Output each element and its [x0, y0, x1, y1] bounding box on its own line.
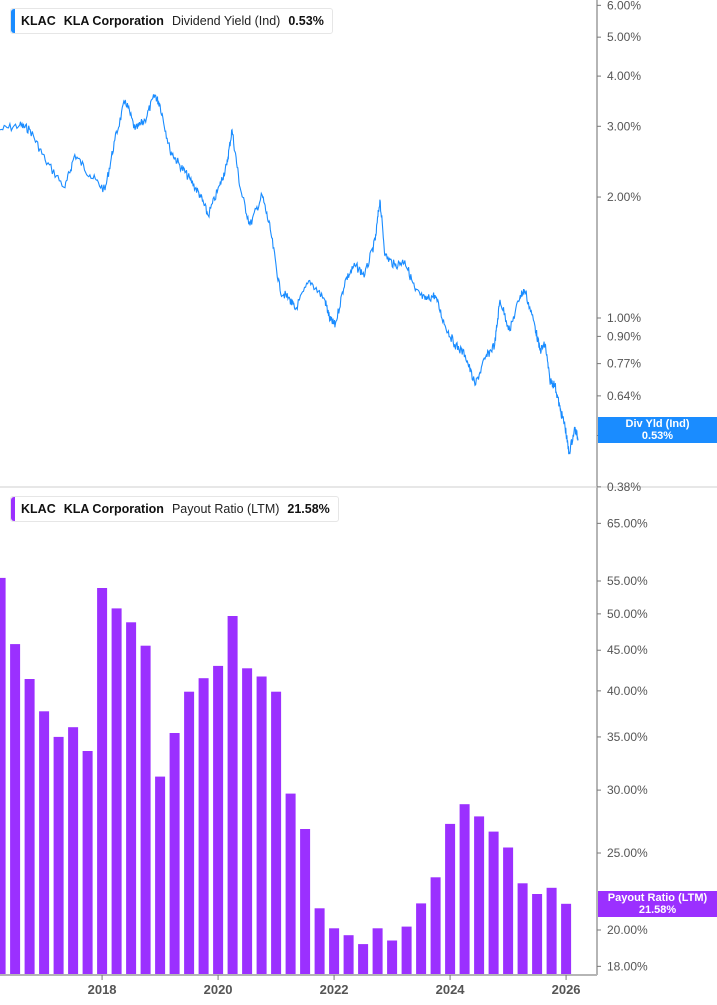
- payout-ratio-bar: [213, 665, 224, 975]
- payout-ratio-bar: [24, 679, 35, 975]
- payout-ratio-bar: [358, 944, 369, 975]
- payout-ratio-bar: [372, 928, 383, 975]
- bottom-legend-value: 21.58%: [287, 502, 330, 516]
- bottom-legend-color-bar: [11, 497, 15, 521]
- payout-ratio-bar: [329, 928, 340, 975]
- payout-ratio-bar: [401, 926, 412, 975]
- payout-ratio-bar: [343, 935, 354, 975]
- payout-ratio-bar: [82, 751, 93, 975]
- payout-ratio-bar: [445, 823, 456, 975]
- payout-ratio-price-badge: Payout Ratio (LTM) 21.58%: [598, 891, 717, 917]
- payout-ratio-bar: [242, 668, 253, 975]
- badge-value: 21.58%: [638, 904, 677, 916]
- payout-ratio-bar: [430, 877, 441, 975]
- x-tick-label: 2018: [88, 982, 117, 997]
- payout-ratio-bar: [488, 831, 499, 975]
- payout-ratio-bar: [126, 622, 137, 975]
- top-y-tick-label: 0.38%: [607, 480, 641, 494]
- payout-ratio-bar: [10, 644, 21, 975]
- bottom-y-tick-label: 40.00%: [607, 684, 648, 698]
- payout-ratio-bar: [300, 829, 311, 975]
- payout-ratio-bar: [39, 711, 50, 975]
- top-legend-color-bar: [11, 9, 15, 33]
- payout-ratio-bar: [140, 645, 151, 975]
- top-legend-value: 0.53%: [288, 14, 324, 28]
- payout-ratio-bar: [532, 894, 543, 975]
- bottom-y-tick-label: 45.00%: [607, 643, 648, 657]
- payout-ratio-bar: [503, 847, 514, 975]
- x-tick-label: 2020: [204, 982, 233, 997]
- payout-ratio-bar: [68, 727, 79, 975]
- payout-ratio-bar: [285, 793, 296, 975]
- bottom-y-tick-label: 55.00%: [607, 574, 648, 588]
- payout-ratio-bar: [387, 940, 398, 975]
- top-y-tick-label: 1.00%: [607, 311, 641, 325]
- bottom-y-tick-label: 20.00%: [607, 923, 648, 937]
- payout-ratio-bar: [256, 676, 267, 975]
- payout-ratio-bar: [416, 903, 427, 975]
- bottom-y-tick-label: 18.00%: [607, 959, 648, 973]
- top-y-tick-label: 0.77%: [607, 357, 641, 371]
- top-y-tick-label: 0.64%: [607, 389, 641, 403]
- top-y-tick-label: 2.00%: [607, 190, 641, 204]
- top-legend: KLAC KLA Corporation Dividend Yield (Ind…: [10, 8, 333, 34]
- payout-ratio-bar: [184, 691, 195, 975]
- bottom-y-tick-label: 65.00%: [607, 516, 648, 530]
- bottom-y-tick-label: 25.00%: [607, 846, 648, 860]
- top-y-tick-label: 6.00%: [607, 0, 641, 12]
- bottom-legend-metric: Payout Ratio (LTM): [171, 502, 280, 516]
- dividend-yield-price-badge: Div Yld (Ind) 0.53%: [598, 417, 717, 443]
- payout-ratio-bar: [97, 588, 108, 975]
- payout-ratio-bar: [155, 776, 166, 975]
- payout-ratio-bar: [53, 736, 64, 975]
- payout-ratio-bar: [227, 616, 238, 975]
- bottom-y-tick-label: 30.00%: [607, 783, 648, 797]
- bottom-y-tick-label: 50.00%: [607, 607, 648, 621]
- dividend-yield-line: [0, 94, 579, 455]
- bottom-y-tick-label: 35.00%: [607, 730, 648, 744]
- payout-ratio-bar: [111, 608, 122, 975]
- top-legend-ticker: KLAC: [21, 14, 56, 28]
- badge-label: Payout Ratio (LTM): [607, 892, 708, 904]
- payout-ratio-bar: [561, 903, 572, 975]
- bottom-legend-company: KLA Corporation: [63, 502, 164, 516]
- top-y-tick-label: 4.00%: [607, 69, 641, 83]
- payout-ratio-bar: [198, 678, 209, 975]
- bottom-legend: KLAC KLA Corporation Payout Ratio (LTM) …: [10, 496, 339, 522]
- badge-label: Div Yld (Ind): [625, 418, 690, 430]
- payout-ratio-bar: [474, 816, 485, 975]
- top-y-tick-label: 5.00%: [607, 30, 641, 44]
- payout-ratio-bar: [271, 691, 282, 975]
- top-y-tick-label: 3.00%: [607, 119, 641, 133]
- top-y-tick-label: 0.90%: [607, 329, 641, 343]
- payout-ratio-bar: [459, 804, 470, 975]
- payout-ratio-bar: [314, 908, 325, 975]
- payout-ratio-bar: [169, 733, 180, 975]
- payout-ratio-bar: [517, 883, 528, 975]
- payout-ratio-bar: [546, 887, 557, 975]
- bottom-legend-ticker: KLAC: [21, 502, 56, 516]
- x-tick-label: 2024: [436, 982, 466, 997]
- badge-value: 0.53%: [641, 430, 674, 442]
- payout-ratio-bar: [0, 577, 6, 975]
- x-tick-label: 2026: [552, 982, 581, 997]
- top-legend-metric: Dividend Yield (Ind): [171, 14, 281, 28]
- top-legend-company: KLA Corporation: [63, 14, 164, 28]
- x-tick-label: 2022: [320, 982, 349, 997]
